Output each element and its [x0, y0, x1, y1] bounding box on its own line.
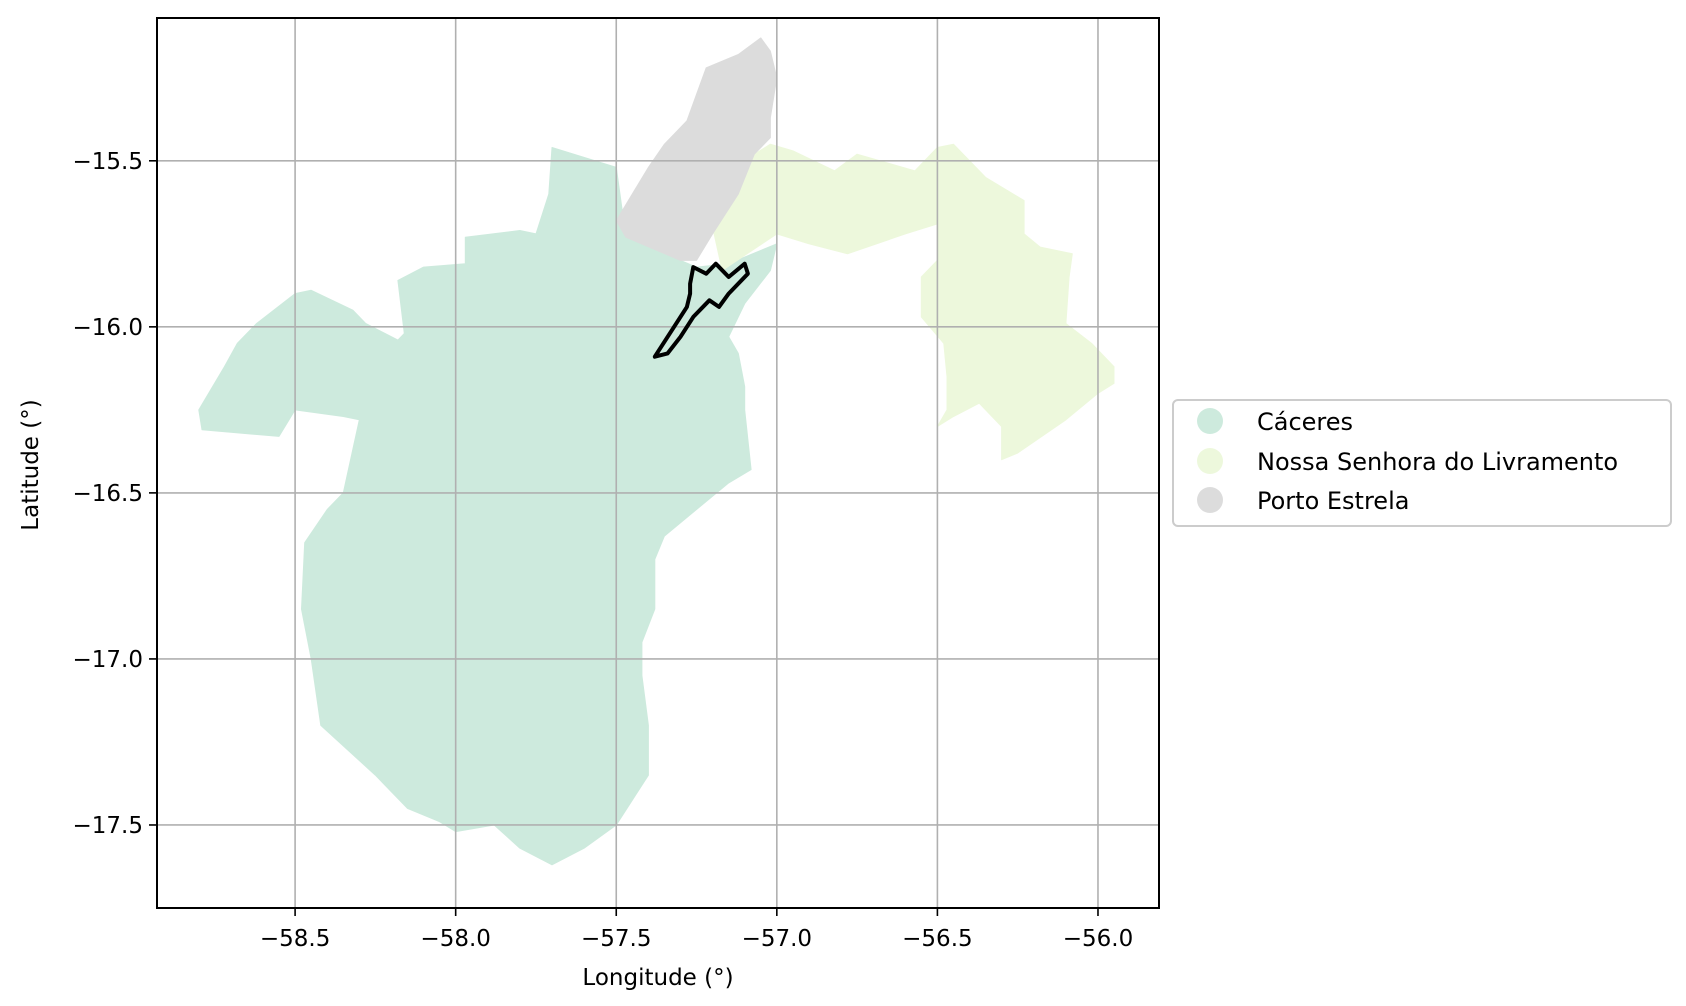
x-tick-label: −57.5	[581, 926, 651, 952]
highlight-outline	[652, 261, 750, 359]
x-axis-ticks: −58.5 −58.0 −57.5 −57.0 −56.5 −56.0	[260, 908, 1133, 952]
region-porto-estrela	[615, 37, 778, 261]
x-tick-label: −56.0	[1063, 926, 1133, 952]
y-tick-label: −17.0	[73, 647, 143, 673]
y-axis-ticks: −15.5 −16.0 −16.5 −17.0 −17.5	[73, 149, 157, 839]
legend-marker	[1197, 448, 1223, 474]
legend-label: Nossa Senhora do Livramento	[1257, 448, 1618, 476]
legend-entry: Porto Estrela	[1197, 487, 1409, 515]
legend-entry: Cáceres	[1197, 408, 1353, 436]
x-tick-label: −58.0	[420, 926, 490, 952]
x-axis-label: Longitude (°)	[582, 965, 733, 991]
region-nossa-senhora-do-livramento	[712, 143, 1115, 461]
highlight-outline-layer	[652, 261, 750, 359]
y-axis-label: Latitude (°)	[18, 399, 44, 530]
legend-marker	[1197, 487, 1223, 513]
x-tick-label: −58.5	[260, 926, 330, 952]
grid-layer	[157, 18, 1159, 908]
legend-frame	[1172, 399, 1672, 527]
plot-area	[156, 17, 1160, 909]
legend-label: Cáceres	[1257, 408, 1353, 436]
x-tick-label: −56.5	[902, 926, 972, 952]
y-tick-label: −16.5	[73, 481, 143, 507]
y-tick-label: −16.0	[73, 315, 143, 341]
legend: Cáceres Nossa Senhora do Livramento Port…	[1172, 399, 1672, 527]
legend-entry: Nossa Senhora do Livramento	[1197, 448, 1618, 476]
legend-marker	[1197, 408, 1223, 434]
plot-frame	[156, 17, 1160, 909]
x-tick-label: −57.0	[742, 926, 812, 952]
legend-label: Porto Estrela	[1257, 487, 1409, 515]
y-tick-label: −17.5	[73, 813, 143, 839]
y-tick-label: −15.5	[73, 149, 143, 175]
